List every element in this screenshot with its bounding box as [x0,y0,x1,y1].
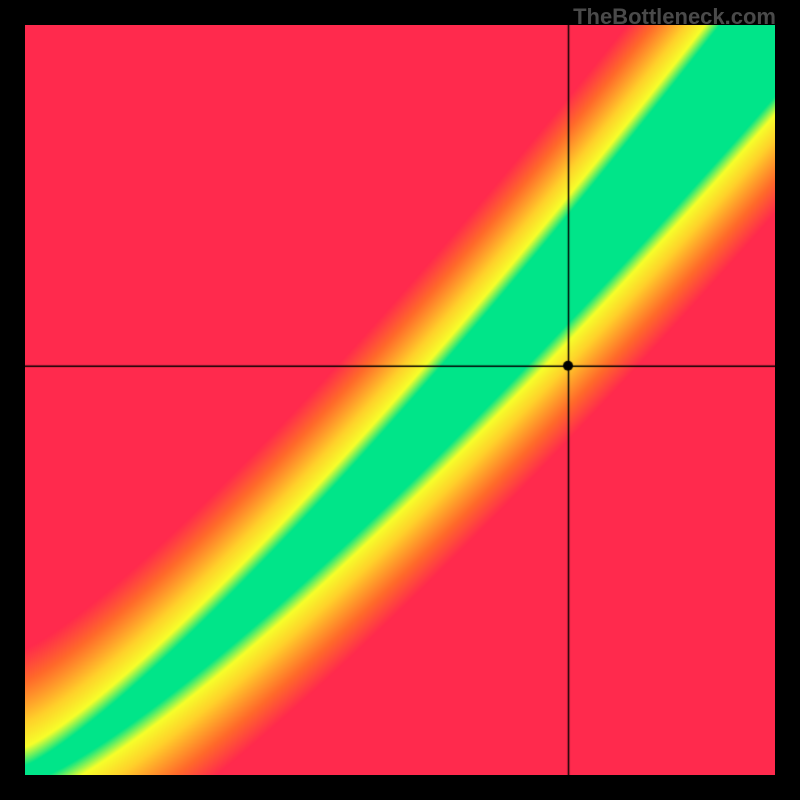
chart-container: TheBottleneck.com [0,0,800,800]
watermark-text: TheBottleneck.com [573,4,776,30]
bottleneck-heatmap [25,25,775,775]
